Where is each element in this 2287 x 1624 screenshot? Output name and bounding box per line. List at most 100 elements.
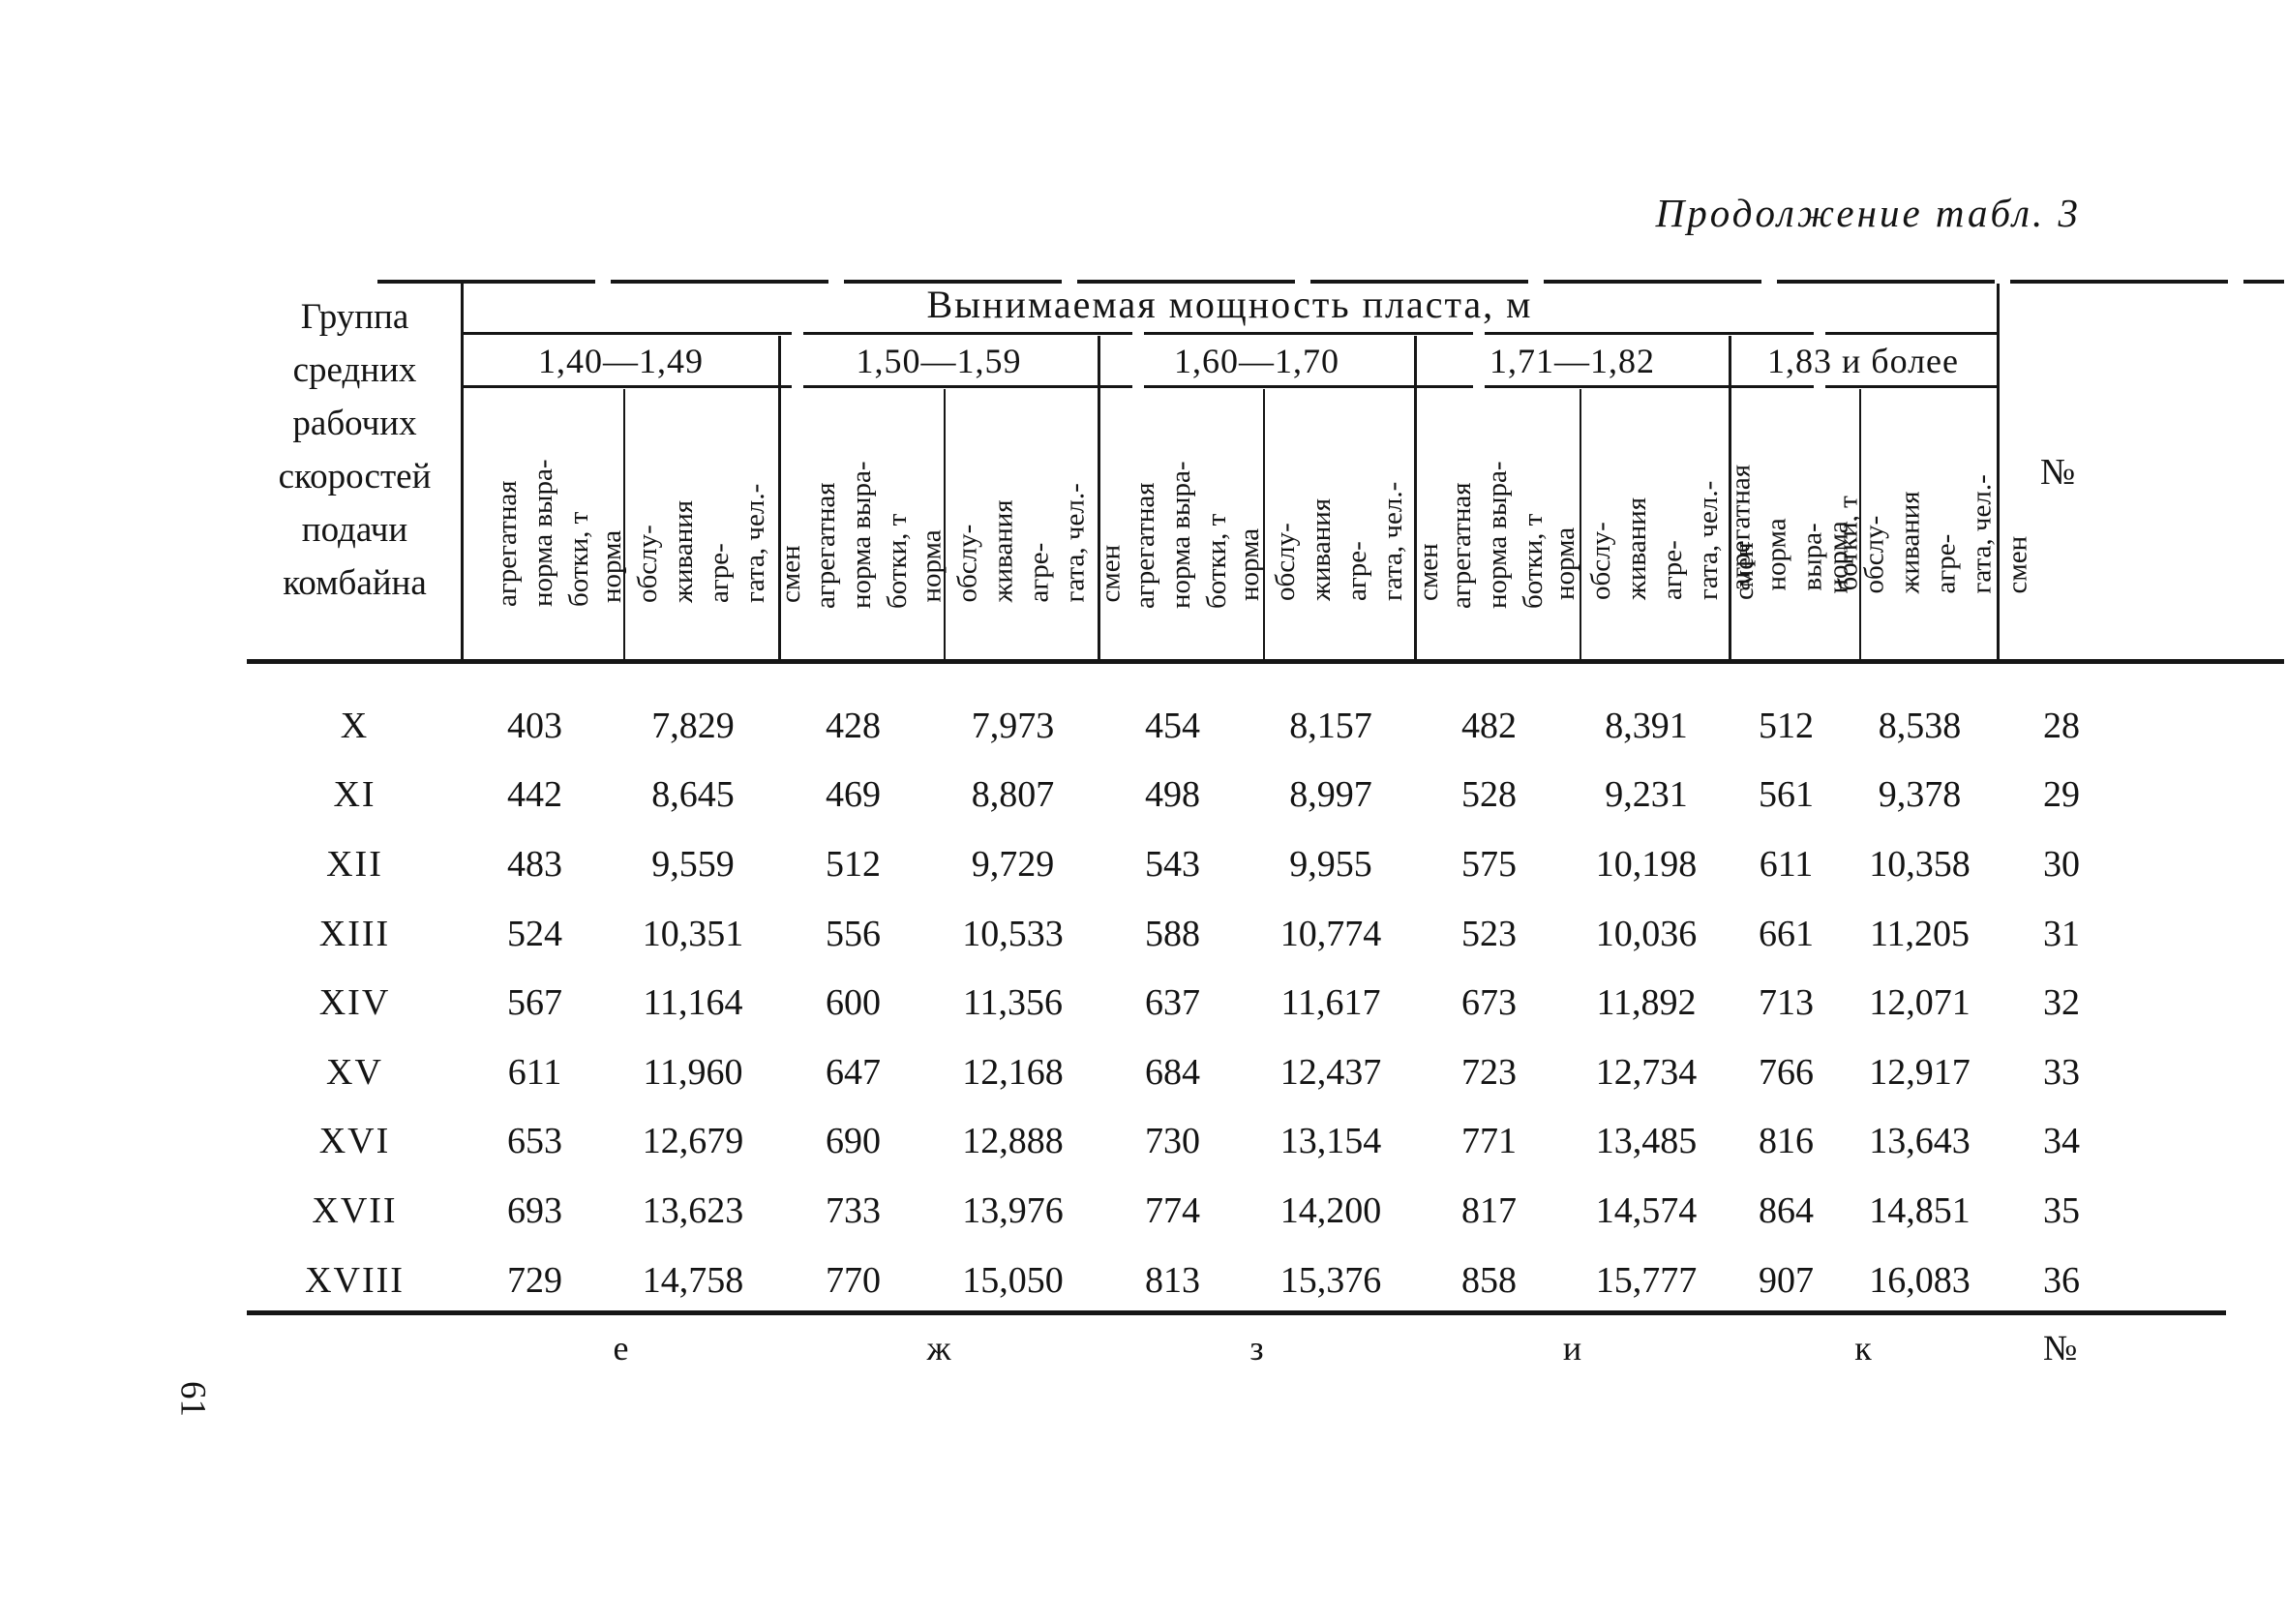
- value-cell: 469: [826, 774, 881, 816]
- range-header: 1,40—1,49: [538, 341, 704, 380]
- value-cell: 13,643: [1869, 1121, 1971, 1162]
- footer-letter: и: [1562, 1329, 1582, 1368]
- row-number-cell: 28: [2043, 705, 2080, 746]
- footer-letter: к: [1854, 1329, 1872, 1368]
- value-cell: 690: [826, 1121, 881, 1162]
- value-cell: 14,851: [1869, 1189, 1971, 1231]
- footer-letter: ж: [926, 1329, 951, 1368]
- value-cell: 771: [1461, 1121, 1517, 1162]
- value-cell: 11,960: [643, 1051, 743, 1093]
- value-cell: 16,083: [1869, 1259, 1971, 1301]
- value-cell: 15,376: [1279, 1259, 1382, 1301]
- range-header: 1,71—1,82: [1490, 341, 1655, 380]
- page-title: Продолжение табл. 3: [1655, 191, 2081, 235]
- value-cell: 611: [1759, 843, 1814, 885]
- value-cell: 12,437: [1279, 1051, 1382, 1093]
- value-cell: 817: [1461, 1189, 1517, 1231]
- row-number-cell: 29: [2043, 774, 2080, 816]
- rule-under-span-header: [463, 332, 1998, 335]
- value-cell: 524: [507, 913, 562, 954]
- row-number-cell: 33: [2043, 1051, 2080, 1093]
- value-cell: 483: [507, 843, 562, 885]
- production-rate-header-text: агрегатная норма выра- ботки, т: [810, 460, 913, 609]
- value-cell: 10,774: [1279, 913, 1382, 954]
- value-cell: 8,157: [1289, 705, 1372, 746]
- range-header: 1,83 и более: [1766, 341, 1960, 380]
- speed-group-label: X: [340, 705, 370, 746]
- value-cell: 556: [826, 913, 881, 954]
- value-cell: 14,574: [1595, 1189, 1698, 1231]
- value-cell: 11,356: [962, 982, 1064, 1024]
- value-cell: 816: [1759, 1121, 1814, 1162]
- value-cell: 13,976: [962, 1189, 1064, 1231]
- rule-number-separator: [1997, 284, 2000, 661]
- rule-stub-separator: [461, 284, 464, 661]
- speed-group-label: XVII: [312, 1189, 398, 1231]
- value-cell: 8,645: [651, 774, 735, 816]
- row-number-cell: 34: [2043, 1121, 2080, 1162]
- speed-group-label: XIII: [318, 913, 391, 954]
- value-cell: 442: [507, 774, 562, 816]
- value-cell: 907: [1759, 1259, 1814, 1301]
- production-rate-header-text: агрегатная норма выра- ботки, т: [492, 458, 594, 607]
- footer-number-label: №: [2043, 1328, 2078, 1368]
- value-cell: 7,829: [651, 705, 735, 746]
- production-rate-header-text: агрегатная норма выра- ботки, т: [1129, 460, 1232, 609]
- value-cell: 766: [1759, 1051, 1814, 1093]
- value-cell: 12,071: [1869, 982, 1971, 1024]
- rule-header-body: [247, 659, 2284, 664]
- value-cell: 10,358: [1869, 843, 1971, 885]
- rule-group-separator: [1098, 336, 1100, 661]
- footer-letter: е: [613, 1329, 629, 1368]
- value-cell: 13,154: [1279, 1121, 1382, 1162]
- value-cell: 713: [1759, 982, 1814, 1024]
- rule-subcol-separator: [623, 389, 625, 661]
- value-cell: 9,231: [1605, 774, 1688, 816]
- value-cell: 12,917: [1869, 1051, 1971, 1093]
- speed-group-label: XI: [333, 774, 376, 816]
- speed-group-label: XVIII: [305, 1259, 405, 1301]
- stub-header: Группа средних рабочих скоростей подачи …: [278, 297, 432, 603]
- value-cell: 770: [826, 1259, 881, 1301]
- value-cell: 8,807: [971, 774, 1055, 816]
- value-cell: 684: [1145, 1051, 1200, 1093]
- value-cell: 637: [1145, 982, 1200, 1024]
- page-number: 61: [172, 1381, 213, 1417]
- row-number-cell: 31: [2043, 913, 2080, 954]
- service-rate-header: норма обслу- живания агре- гата, чел.-см…: [917, 387, 1127, 664]
- value-cell: 14,758: [642, 1259, 744, 1301]
- seam-thickness-span-header: Вынимаемая мощность пласта, м: [926, 283, 1533, 326]
- value-cell: 729: [507, 1259, 562, 1301]
- value-cell: 543: [1145, 843, 1200, 885]
- value-cell: 15,050: [962, 1259, 1064, 1301]
- value-cell: 528: [1461, 774, 1517, 816]
- value-cell: 13,623: [642, 1189, 744, 1231]
- speed-group-label: XV: [326, 1051, 383, 1093]
- rule-subcol-separator: [1263, 389, 1265, 661]
- value-cell: 11,892: [1596, 982, 1697, 1024]
- service-rate-header: норма обслу- живания агре- гата, чел.-см…: [1234, 387, 1444, 664]
- value-cell: 403: [507, 705, 562, 746]
- value-cell: 498: [1145, 774, 1200, 816]
- value-cell: 9,729: [971, 843, 1055, 885]
- value-cell: 693: [507, 1189, 562, 1231]
- service-rate-header: норма обслу- живания агре- гата, чел.-см…: [1550, 387, 1760, 664]
- rule-subcol-separator: [1580, 389, 1581, 661]
- rule-group-separator: [1414, 336, 1417, 661]
- footer-letter: з: [1249, 1329, 1264, 1368]
- value-cell: 10,533: [962, 913, 1064, 954]
- value-cell: 11,164: [643, 982, 743, 1024]
- value-cell: 10,036: [1595, 913, 1698, 954]
- value-cell: 813: [1145, 1259, 1200, 1301]
- value-cell: 512: [1759, 705, 1814, 746]
- value-cell: 730: [1145, 1121, 1200, 1162]
- production-rate-header-text: агрегатная норма выра- ботки, т: [1446, 460, 1549, 609]
- value-cell: 12,888: [962, 1121, 1064, 1162]
- value-cell: 8,391: [1605, 705, 1688, 746]
- number-column-header: №: [2040, 452, 2076, 493]
- value-cell: 653: [507, 1121, 562, 1162]
- norms-table: Группа средних рабочих скоростей подачи …: [247, 281, 2287, 1382]
- rule-subcol-separator: [944, 389, 946, 661]
- rule-group-separator: [778, 336, 781, 661]
- value-cell: 9,378: [1878, 774, 1962, 816]
